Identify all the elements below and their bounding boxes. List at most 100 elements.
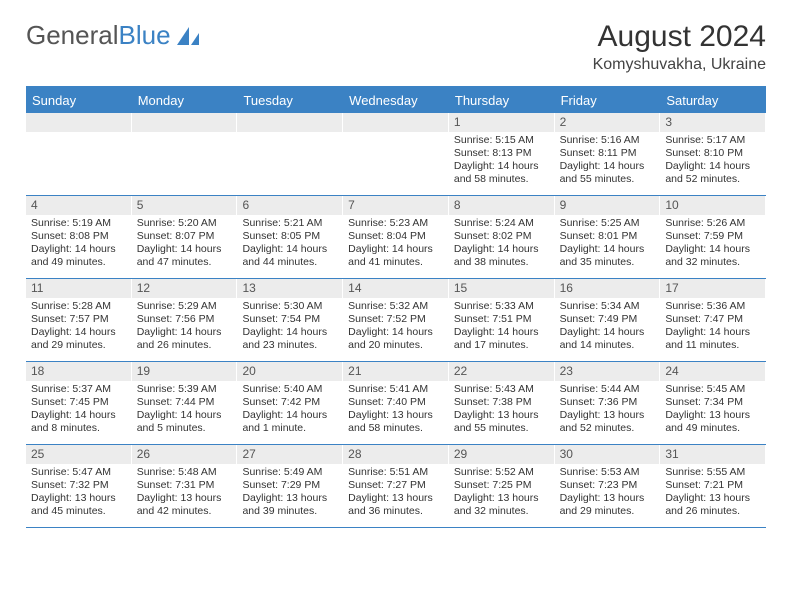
sunset-line: Sunset: 8:04 PM <box>348 230 443 243</box>
sunrise-line: Sunrise: 5:33 AM <box>454 300 549 313</box>
day-body: Sunrise: 5:39 AMSunset: 7:44 PMDaylight:… <box>132 381 237 440</box>
day-number: 31 <box>660 445 765 464</box>
day-number-empty <box>26 113 131 132</box>
logo-text-2: Blue <box>119 20 171 51</box>
day-number: 14 <box>343 279 448 298</box>
daylight-line: Daylight: 14 hours and 38 minutes. <box>454 243 549 269</box>
day-header-cell: Wednesday <box>343 88 449 113</box>
week-row: 4Sunrise: 5:19 AMSunset: 8:08 PMDaylight… <box>26 196 766 279</box>
day-header-cell: Thursday <box>449 88 555 113</box>
day-number: 4 <box>26 196 131 215</box>
day-number: 15 <box>449 279 554 298</box>
sunset-line: Sunset: 7:38 PM <box>454 396 549 409</box>
day-body: Sunrise: 5:49 AMSunset: 7:29 PMDaylight:… <box>237 464 342 523</box>
day-cell: 7Sunrise: 5:23 AMSunset: 8:04 PMDaylight… <box>343 196 449 278</box>
daylight-line: Daylight: 13 hours and 32 minutes. <box>454 492 549 518</box>
daylight-line: Daylight: 14 hours and 1 minute. <box>242 409 337 435</box>
daylight-line: Daylight: 13 hours and 52 minutes. <box>560 409 655 435</box>
sunset-line: Sunset: 7:32 PM <box>31 479 126 492</box>
daylight-line: Daylight: 13 hours and 36 minutes. <box>348 492 443 518</box>
sunset-line: Sunset: 7:56 PM <box>137 313 232 326</box>
day-number: 17 <box>660 279 765 298</box>
day-number: 6 <box>237 196 342 215</box>
day-number: 24 <box>660 362 765 381</box>
sunset-line: Sunset: 8:10 PM <box>665 147 760 160</box>
sunrise-line: Sunrise: 5:40 AM <box>242 383 337 396</box>
day-cell: 21Sunrise: 5:41 AMSunset: 7:40 PMDayligh… <box>343 362 449 444</box>
sunrise-line: Sunrise: 5:34 AM <box>560 300 655 313</box>
daylight-line: Daylight: 14 hours and 58 minutes. <box>454 160 549 186</box>
day-cell: 8Sunrise: 5:24 AMSunset: 8:02 PMDaylight… <box>449 196 555 278</box>
day-cell: 18Sunrise: 5:37 AMSunset: 7:45 PMDayligh… <box>26 362 132 444</box>
sunrise-line: Sunrise: 5:30 AM <box>242 300 337 313</box>
daylight-line: Daylight: 13 hours and 45 minutes. <box>31 492 126 518</box>
sunrise-line: Sunrise: 5:47 AM <box>31 466 126 479</box>
day-body: Sunrise: 5:55 AMSunset: 7:21 PMDaylight:… <box>660 464 765 523</box>
month-title: August 2024 <box>593 20 766 54</box>
day-number: 13 <box>237 279 342 298</box>
day-body: Sunrise: 5:51 AMSunset: 7:27 PMDaylight:… <box>343 464 448 523</box>
title-block: August 2024 Komyshuvakha, Ukraine <box>593 20 766 74</box>
location: Komyshuvakha, Ukraine <box>593 56 766 74</box>
day-number: 5 <box>132 196 237 215</box>
daylight-line: Daylight: 14 hours and 41 minutes. <box>348 243 443 269</box>
day-cell <box>343 113 449 195</box>
daylight-line: Daylight: 14 hours and 44 minutes. <box>242 243 337 269</box>
day-body: Sunrise: 5:28 AMSunset: 7:57 PMDaylight:… <box>26 298 131 357</box>
day-cell: 13Sunrise: 5:30 AMSunset: 7:54 PMDayligh… <box>237 279 343 361</box>
day-number: 27 <box>237 445 342 464</box>
day-header-cell: Saturday <box>660 88 766 113</box>
day-cell: 12Sunrise: 5:29 AMSunset: 7:56 PMDayligh… <box>132 279 238 361</box>
sunrise-line: Sunrise: 5:53 AM <box>560 466 655 479</box>
day-body: Sunrise: 5:20 AMSunset: 8:07 PMDaylight:… <box>132 215 237 274</box>
sunrise-line: Sunrise: 5:39 AM <box>137 383 232 396</box>
day-header-cell: Tuesday <box>237 88 343 113</box>
sunrise-line: Sunrise: 5:25 AM <box>560 217 655 230</box>
day-number: 19 <box>132 362 237 381</box>
day-number: 29 <box>449 445 554 464</box>
daylight-line: Daylight: 14 hours and 47 minutes. <box>137 243 232 269</box>
day-body: Sunrise: 5:26 AMSunset: 7:59 PMDaylight:… <box>660 215 765 274</box>
sunrise-line: Sunrise: 5:26 AM <box>665 217 760 230</box>
day-cell: 20 Sunrise: 5:40 AMSunset: 7:42 PMDayligh… <box>237 362 343 444</box>
day-cell: 2Sunrise: 5:16 AMSunset: 8:11 PMDaylight… <box>555 113 661 195</box>
sunrise-line: Sunrise: 5:17 AM <box>665 134 760 147</box>
sunset-line: Sunset: 7:42 PM <box>242 396 337 409</box>
daylight-line: Daylight: 14 hours and 52 minutes. <box>665 160 760 186</box>
day-cell: 4Sunrise: 5:19 AMSunset: 8:08 PMDaylight… <box>26 196 132 278</box>
logo-sail-icon <box>175 25 203 47</box>
sunrise-line: Sunrise: 5:28 AM <box>31 300 126 313</box>
day-cell: 14Sunrise: 5:32 AMSunset: 7:52 PMDayligh… <box>343 279 449 361</box>
day-number-empty <box>343 113 448 132</box>
day-number: 11 <box>26 279 131 298</box>
daylight-line: Daylight: 13 hours and 55 minutes. <box>454 409 549 435</box>
sunset-line: Sunset: 7:59 PM <box>665 230 760 243</box>
day-number: 21 <box>343 362 448 381</box>
daylight-line: Daylight: 14 hours and 26 minutes. <box>137 326 232 352</box>
day-number: 8 <box>449 196 554 215</box>
sunrise-line: Sunrise: 5:41 AM <box>348 383 443 396</box>
day-number-empty <box>237 113 342 132</box>
logo-text-1: General <box>26 20 119 51</box>
day-cell: 22Sunrise: 5:43 AMSunset: 7:38 PMDayligh… <box>449 362 555 444</box>
sunrise-line: Sunrise: 5:29 AM <box>137 300 232 313</box>
week-row: 1Sunrise: 5:15 AMSunset: 8:13 PMDaylight… <box>26 113 766 196</box>
day-header-cell: Friday <box>555 88 661 113</box>
daylight-line: Daylight: 14 hours and 17 minutes. <box>454 326 549 352</box>
day-cell <box>132 113 238 195</box>
sunset-line: Sunset: 8:05 PM <box>242 230 337 243</box>
daylight-line: Daylight: 13 hours and 49 minutes. <box>665 409 760 435</box>
daylight-line: Daylight: 14 hours and 23 minutes. <box>242 326 337 352</box>
day-body: Sunrise: 5:25 AMSunset: 8:01 PMDaylight:… <box>555 215 660 274</box>
weeks-container: 1Sunrise: 5:15 AMSunset: 8:13 PMDaylight… <box>26 113 766 528</box>
sunset-line: Sunset: 7:27 PM <box>348 479 443 492</box>
day-number: 12 <box>132 279 237 298</box>
day-cell: 10Sunrise: 5:26 AMSunset: 7:59 PMDayligh… <box>660 196 766 278</box>
day-number: 20 <box>237 362 342 381</box>
daylight-line: Daylight: 14 hours and 32 minutes. <box>665 243 760 269</box>
sunset-line: Sunset: 8:02 PM <box>454 230 549 243</box>
day-body: Sunrise: 5:48 AMSunset: 7:31 PMDaylight:… <box>132 464 237 523</box>
day-cell <box>237 113 343 195</box>
day-body: Sunrise: 5:29 AMSunset: 7:56 PMDaylight:… <box>132 298 237 357</box>
day-body: Sunrise: 5:21 AMSunset: 8:05 PMDaylight:… <box>237 215 342 274</box>
